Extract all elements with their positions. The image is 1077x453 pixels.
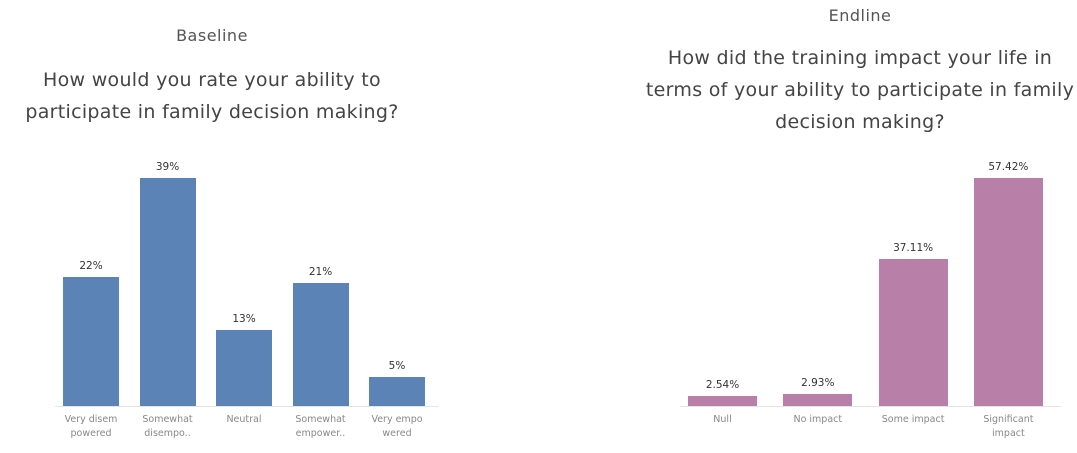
value-label: 21%: [308, 266, 333, 279]
bar: [369, 376, 425, 406]
x-tick-label: Null: [713, 414, 732, 425]
x-tick-label: Significant impact: [983, 414, 1034, 439]
value-label: 2.54%: [705, 378, 740, 391]
baseline: [55, 406, 438, 407]
bar: [292, 283, 349, 406]
x-tick-label: Very disem powered: [64, 414, 118, 439]
value-label: 2.93%: [801, 377, 835, 390]
chart-title: Endline: [828, 6, 892, 25]
bar: [973, 178, 1043, 406]
value-label: 5%: [388, 359, 406, 372]
baseline: [680, 406, 1062, 407]
chart-subtitle: How did the training impact your life in…: [645, 47, 1075, 133]
value-label: 22%: [79, 260, 103, 273]
x-tick-label: Somewhat empower..: [295, 414, 346, 439]
bar: [878, 258, 948, 406]
x-tick-label: Somewhat disempo..: [142, 414, 193, 439]
chart-subtitle: How would you rate your ability to parti…: [25, 69, 399, 123]
value-label: 57.42%: [988, 161, 1029, 174]
bar: [63, 277, 119, 406]
x-tick-label: No impact: [793, 414, 843, 425]
x-tick-label: Very empo wered: [371, 414, 423, 439]
bar: [139, 177, 196, 406]
x-tick-label: Some impact: [881, 414, 945, 425]
x-tick-label: Neutral: [226, 414, 262, 425]
value-label: 13%: [232, 312, 256, 325]
value-label: 37.11%: [893, 241, 934, 254]
bar: [216, 329, 272, 406]
bar: [783, 394, 853, 406]
bar: [688, 395, 757, 406]
chart-title: Baseline: [176, 26, 248, 45]
value-label: 39%: [155, 160, 180, 173]
